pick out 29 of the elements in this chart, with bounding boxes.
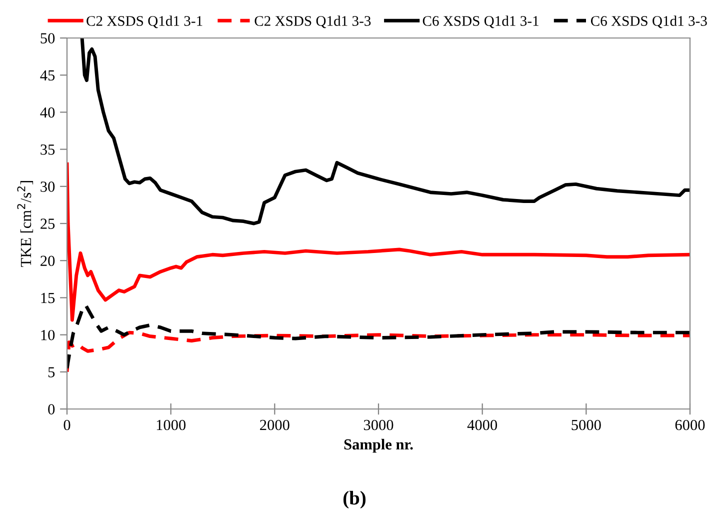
x-tick-label: 3000: [364, 420, 394, 430]
x-axis-title: Sample nr.: [344, 438, 413, 453]
y-tick-label: 35: [40, 144, 55, 155]
x-tick-label: 6000: [675, 420, 705, 430]
legend-label: C6 XSDS Q1d1 3-3: [590, 16, 707, 28]
y-tick-label: 0: [48, 404, 55, 414]
x-tick-label: 5000: [572, 420, 601, 430]
text: (b): [343, 490, 366, 509]
legend-label: C2 XSDS Q1d1 3-1: [86, 16, 202, 28]
y-tick-label: 50: [40, 33, 55, 44]
y-axis-title: TKE [cm$^{2}$/s$^{2}$]: [17, 181, 34, 267]
x-tick-label: 2000: [260, 420, 290, 430]
y-tick-label: 25: [40, 218, 55, 229]
y-tick-label: 40: [40, 107, 55, 118]
y-tick-label: 10: [41, 330, 55, 340]
line-series: [67, 330, 690, 374]
x-tick-label: 1000: [156, 420, 186, 430]
x-tick-label: 4000: [467, 420, 498, 430]
x-tick-label: 0: [64, 420, 70, 430]
line-series: [80, 38, 690, 226]
y-tick-label: 15: [41, 292, 55, 304]
line-series: [67, 303, 690, 370]
line-series: [67, 162, 690, 322]
y-tick-label: 5: [48, 367, 55, 378]
legend-label: C2 XSDS Q1d1 3-3: [254, 16, 371, 28]
legend-label: C6 XSDS Q1d1 3-1: [422, 16, 538, 28]
y-tick-label: 30: [40, 182, 55, 192]
y-tick-label: 20: [40, 256, 55, 266]
y-tick-label: 45: [40, 70, 55, 81]
